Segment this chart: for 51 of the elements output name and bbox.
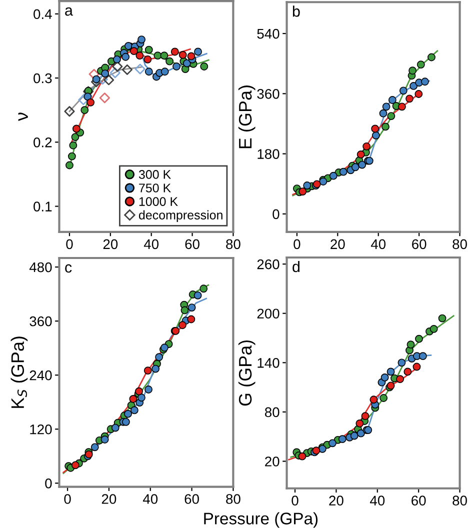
x-tick-label: 60 [184, 494, 199, 504]
y-tick-label: 0.4 [34, 9, 52, 20]
x-tick-label: 80 [452, 239, 467, 250]
x-tick-label: 60 [412, 239, 426, 250]
y-tick-label: 360 [257, 88, 280, 99]
legend-label: 750 K [139, 184, 171, 192]
x-tick-label: 20 [103, 239, 118, 250]
y-tick-label: 80 [264, 407, 280, 418]
y-axis-title: E (GPa) [238, 86, 256, 148]
text: Pressure (GPa) [204, 512, 318, 528]
x-tick-label: 20 [329, 496, 344, 506]
x-tick-label: 40 [144, 239, 159, 250]
y-tick-label: 0 [45, 478, 52, 488]
legend-label: 1000 K [139, 197, 178, 206]
y-tick-label: 540 [257, 28, 280, 39]
x-tick-label: 0 [64, 494, 71, 504]
y-axis-title: G (GPa) [238, 340, 256, 406]
y-tick-label: 0.2 [34, 137, 52, 148]
x-tick-label: 0 [66, 239, 73, 250]
x-tick-label: 0 [292, 496, 298, 506]
x-tick-label: 40 [370, 239, 386, 250]
x-tick-label: 40 [370, 496, 385, 506]
y-tick-label: 140 [258, 358, 280, 368]
y-tick-label: 0.3 [34, 73, 52, 84]
x-tick-label: 60 [412, 496, 426, 506]
y-tick-label: 240 [30, 370, 52, 380]
annotation: b [292, 6, 300, 17]
y-tick-label: 0 [272, 209, 280, 220]
y-tick-label: 0.1 [34, 202, 52, 212]
y-tick-label: 260 [257, 259, 280, 270]
annotation: d [292, 260, 300, 272]
x-tick-label: 80 [452, 496, 467, 506]
x-tick-label: 60 [185, 239, 200, 250]
x-tick-label: 80 [226, 494, 240, 504]
y-tick-label: 200 [257, 308, 280, 319]
y-tick-label: 120 [30, 424, 52, 434]
legend-label: 300 K [138, 170, 171, 179]
x-tick-label: 0 [294, 239, 300, 250]
x-tick-label: 20 [102, 494, 116, 504]
annotation: a [65, 7, 73, 16]
y-tick-label: 480 [29, 262, 52, 272]
y-axis-title: ν [18, 112, 28, 122]
x-tick-label: 80 [226, 239, 240, 250]
x-tick-label: 40 [142, 494, 158, 504]
y-tick-label: 180 [258, 149, 280, 159]
annotation: c [65, 264, 72, 273]
y-axis-title: K$_{S}$ (GPa) [10, 336, 28, 408]
x-tick-label: 20 [330, 239, 345, 250]
y-tick-label: 20 [265, 456, 280, 466]
y-tick-label: 360 [30, 316, 52, 326]
legend-label: decompression [138, 210, 222, 222]
